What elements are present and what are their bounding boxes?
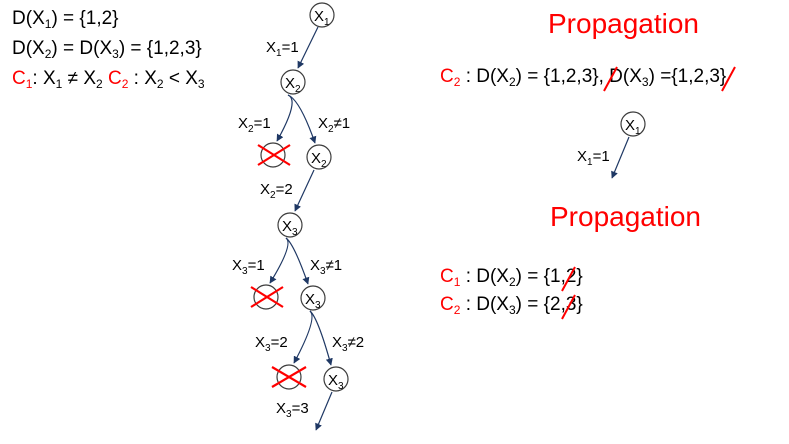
edge-x2-fail [276, 94, 293, 142]
propagation-line-c2-a: C2 : D(X2) = {1,2,3}, D(X3) ={1,2,3} [440, 66, 727, 89]
edge-x3-fail [269, 237, 289, 284]
edge-right-down [611, 136, 630, 179]
domain-x2-x3: D(X2) = D(X3) = {1,2,3} [12, 38, 202, 61]
svg-text:X3: X3 [305, 291, 321, 311]
tree-node-x2: X2 [280, 69, 306, 95]
tree-node-x2-branch: X2 [306, 144, 332, 170]
struck-value: 2 [550, 294, 561, 315]
edge-label-x3-eq-1: X3=1 [232, 257, 265, 277]
pruned-value-strikes [561, 66, 736, 320]
failed-node-2 [250, 284, 284, 310]
edge-label-right-x1-eq-1: X1=1 [577, 148, 610, 168]
edge-label-x3-eq-3: X3=3 [276, 400, 309, 420]
strike-x2-3 [603, 66, 618, 92]
propagation-title-2: Propagation [550, 201, 702, 232]
failed-node-1 [257, 142, 291, 168]
struck-value: 1 [550, 266, 561, 287]
edge-x3b-fail [293, 310, 313, 364]
svg-text:X1: X1 [314, 8, 330, 28]
svg-text:X2: X2 [311, 150, 327, 170]
tree-node-x1-right: X1 [620, 111, 646, 137]
edge-x2b-x3 [294, 169, 315, 212]
failed-node-3 [271, 364, 307, 390]
edge-x3b-x3c [309, 310, 333, 366]
tree-edges [269, 26, 630, 431]
domain-x1: D(X1) = {1,2} [12, 8, 119, 31]
strike-c2-x3-2 [561, 294, 576, 320]
tree-node-x1: X1 [309, 2, 335, 28]
propagation-title-1: Propagation [548, 8, 700, 39]
edge-label-x3-eq-2: X3=2 [255, 334, 288, 354]
edge-x2-x2b [287, 94, 317, 144]
edge-label-x2-eq-2: X2=2 [260, 181, 293, 201]
edge-label-x3-neq-1: X3≠1 [310, 257, 342, 277]
svg-text:X2: X2 [285, 75, 301, 95]
tree-node-x3: X3 [277, 212, 303, 238]
struck-value: 3 [581, 66, 593, 87]
edge-label-x2-eq-1: X2=1 [238, 115, 271, 135]
edge-label-x1-eq-1: X1=1 [266, 39, 299, 59]
constraints-line: C1: X1 ≠ X2 C2 : X2 < X3 [12, 68, 205, 91]
edge-label-x2-neq-1: X2≠1 [318, 115, 350, 135]
propagation-line-c1: C1 : D(X2) = {1,2} [440, 266, 583, 289]
svg-text:X3: X3 [282, 218, 298, 238]
svg-text:X1: X1 [625, 117, 641, 137]
edge-x3-x3b [285, 237, 310, 285]
strike-x3-1 [721, 66, 736, 92]
tree-node-x3-branch-2: X3 [323, 366, 349, 392]
edge-x3c-down [315, 391, 333, 431]
struck-value: 1 [677, 66, 689, 87]
svg-text:X3: X3 [328, 372, 344, 392]
strike-c1-x2-1 [561, 266, 576, 292]
edge-x1-x2 [297, 26, 319, 69]
propagation-line-c2-b: C2 : D(X3) = {2,3} [440, 294, 583, 317]
edge-label-x3-neq-2: X3≠2 [332, 334, 364, 354]
tree-node-x3-branch: X3 [300, 285, 326, 311]
